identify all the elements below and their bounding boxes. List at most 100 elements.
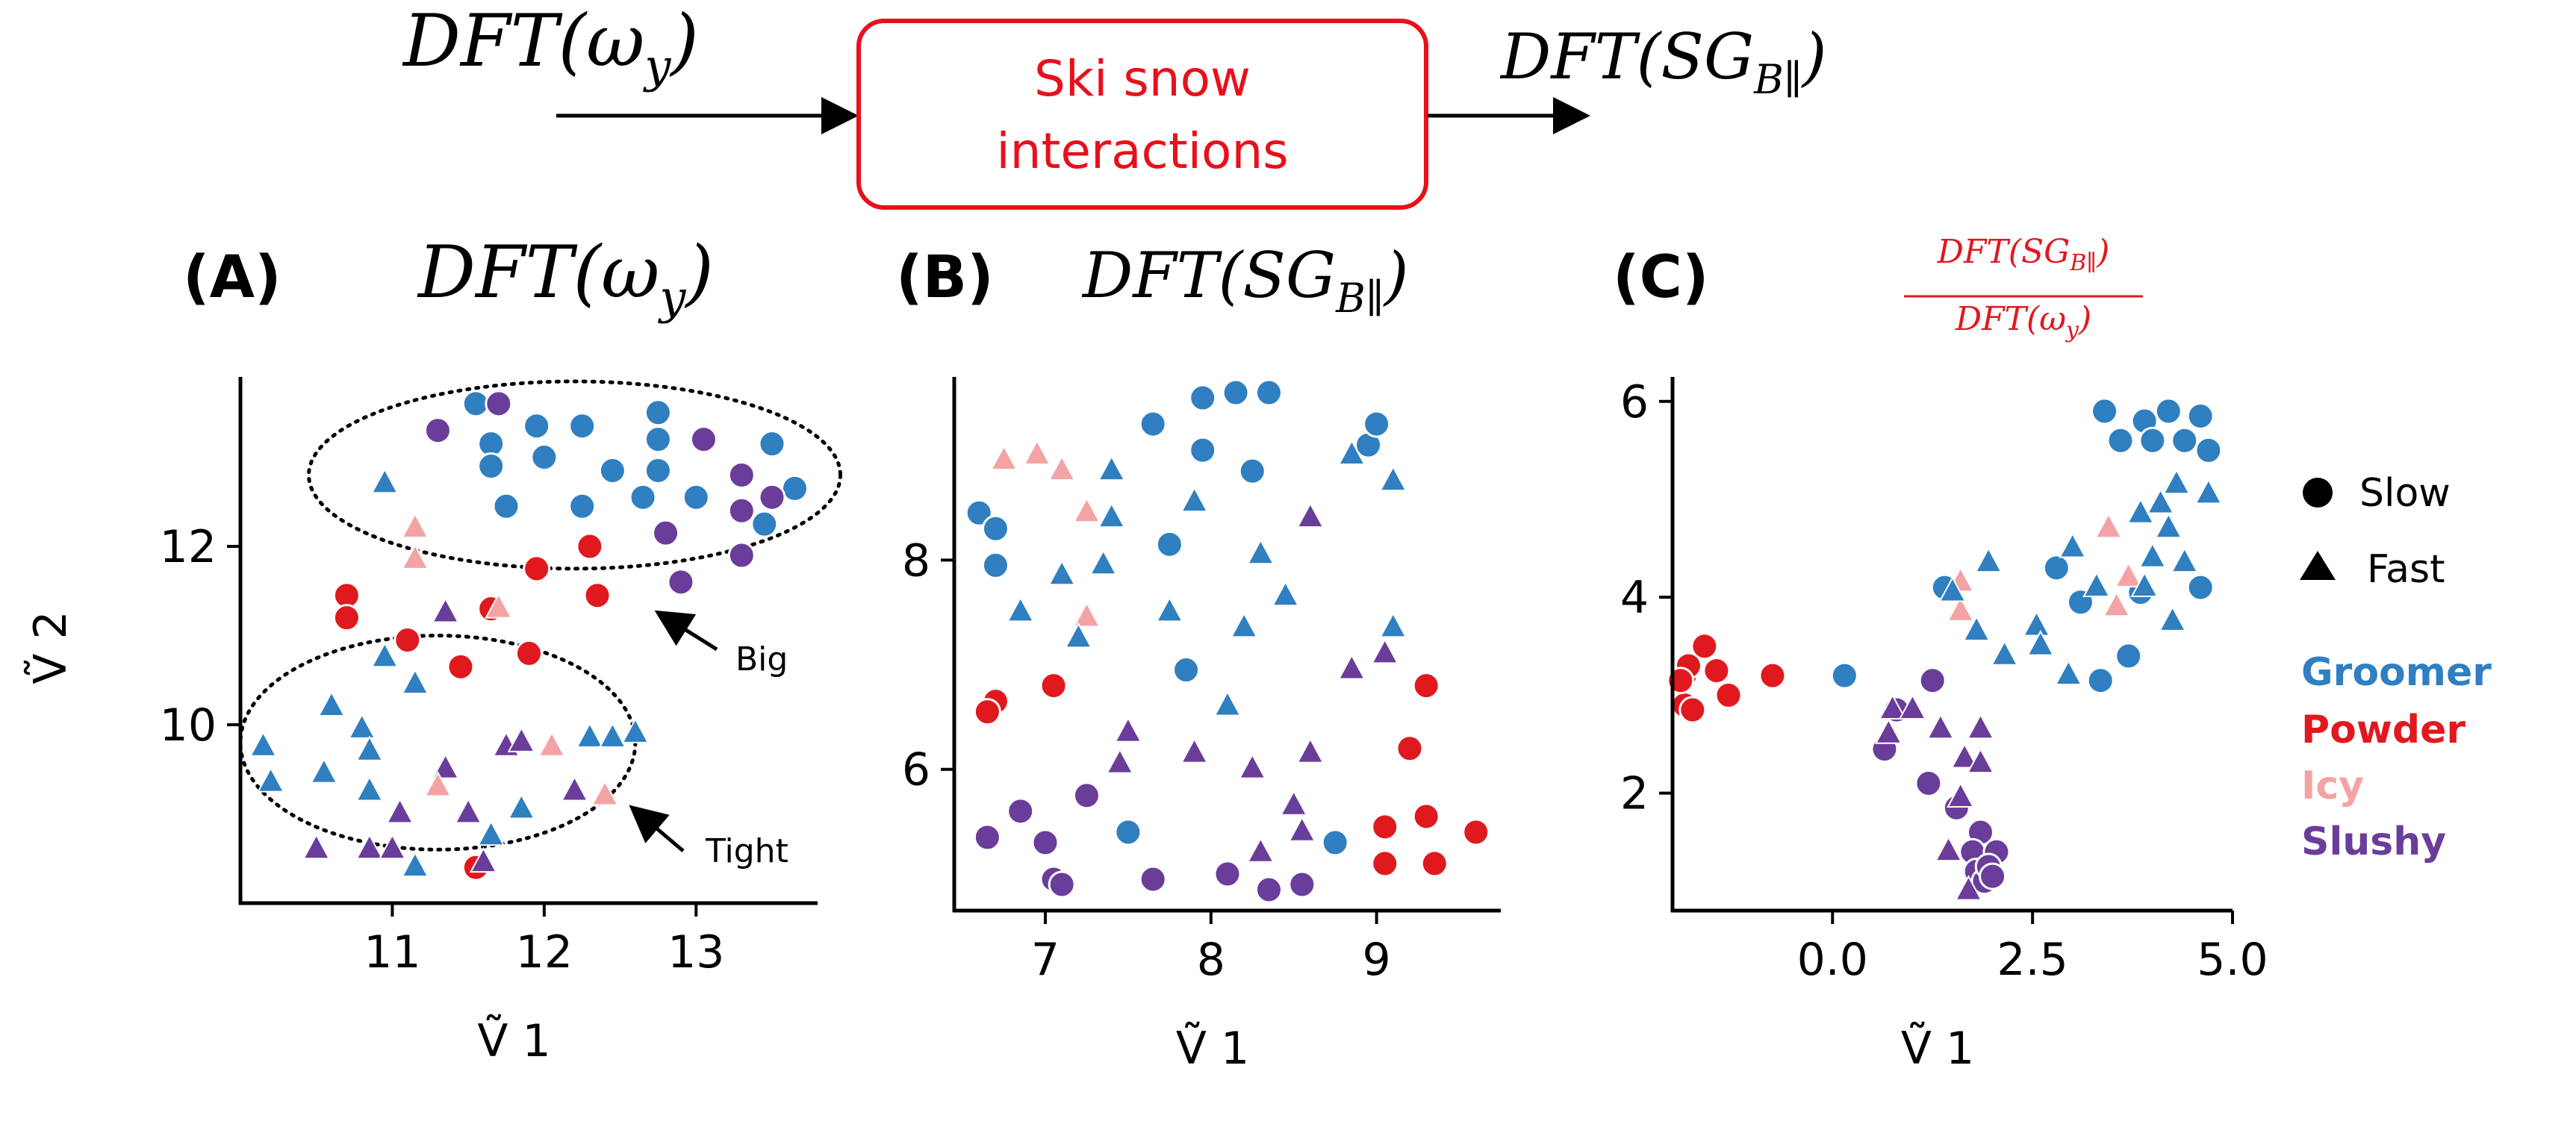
point-icy-fast (1072, 601, 1101, 628)
point-powder-slow (576, 532, 604, 561)
x-tick-label: 7 (1031, 934, 1060, 986)
point-icy-fast (401, 512, 429, 539)
panel-c-title: DFT(SGB∥) DFT(ωy) (1904, 233, 2143, 343)
point-groomer-fast (2026, 630, 2055, 656)
point-groomer-fast (576, 722, 604, 748)
point-groomer-slow (2138, 426, 2167, 455)
point-icy-fast (2115, 561, 2143, 587)
point-powder-slow (332, 604, 361, 632)
point-powder-slow (1039, 672, 1068, 700)
point-slushy-fast (1296, 737, 1325, 764)
point-groomer-fast (401, 851, 429, 878)
point-powder-slow (523, 555, 551, 583)
point-groomer-slow (1189, 436, 1217, 464)
point-groomer-slow (2086, 667, 2115, 695)
plot-a: 11 12 13 10 12 Ṽ 1 Ṽ 2 (24, 377, 843, 1067)
point-groomer-fast (1007, 596, 1035, 622)
point-groomer-slow (965, 499, 993, 527)
point-slushy-slow (1254, 876, 1283, 904)
point-groomer-fast (2130, 571, 2159, 597)
point-slushy-fast (1337, 653, 1366, 680)
point-powder-slow (447, 652, 475, 681)
point-groomer-slow (1139, 410, 1167, 438)
point-groomer-fast (621, 717, 650, 743)
point-groomer-fast (2158, 605, 2187, 631)
point-slushy-slow (485, 390, 513, 418)
point-groomer-fast (1246, 538, 1275, 565)
point-groomer-slow (568, 412, 597, 440)
point-slushy-fast (355, 833, 384, 860)
point-groomer-fast (1379, 611, 1407, 638)
point-slushy-fast (1288, 816, 1316, 842)
point-powder-slow (1412, 672, 1440, 700)
point-slushy-slow (1213, 860, 1242, 888)
point-slushy-slow (1031, 828, 1060, 857)
point-groomer-slow (2042, 554, 2071, 582)
point-slushy-slow (1914, 769, 1943, 797)
point-groomer-slow (758, 430, 786, 458)
point-groomer-fast (1230, 611, 1258, 638)
point-groomer-fast (1962, 615, 1991, 642)
point-powder-slow (1412, 802, 1440, 831)
point-powder-slow (583, 581, 612, 610)
point-powder-slow (1702, 657, 1731, 685)
point-groomer-fast (1064, 622, 1093, 649)
ellipse-tight (238, 634, 638, 852)
point-groomer-fast (2171, 546, 2199, 573)
point-slushy-slow (727, 541, 756, 570)
annotation-tight: Tight (629, 805, 788, 870)
y-tick-label: 6 (1620, 376, 1649, 428)
ellipse-big (307, 379, 843, 571)
point-groomer-slow (2115, 642, 2143, 670)
panel-b-title: DFT(SGB∥) (1081, 239, 1409, 322)
panel-b-letter: (B) (896, 244, 994, 311)
point-groomer-fast (507, 793, 536, 820)
point-slushy-slow (1139, 865, 1167, 893)
point-groomer-slow (1254, 378, 1283, 407)
annotation-tight-arrow (629, 805, 685, 852)
legend-groomer: Groomer (2301, 650, 2492, 695)
point-groomer-fast (257, 767, 285, 793)
legend-fast-marker (2300, 551, 2336, 580)
point-groomer-slow (981, 551, 1009, 579)
x-tick-label: 0.0 (1797, 934, 1868, 986)
y-tick-label: 8 (902, 534, 930, 587)
y-axis-label: Ṽ 2 (24, 611, 77, 684)
point-groomer-slow (2186, 573, 2215, 602)
point-slushy-fast (1106, 748, 1134, 774)
point-icy-fast (485, 593, 513, 619)
point-groomer-slow (1321, 828, 1349, 857)
point-powder-slow (1371, 813, 1399, 841)
point-groomer-fast (310, 758, 338, 784)
point-groomer-slow (644, 456, 672, 484)
point-slushy-slow (1072, 781, 1101, 810)
point-slushy-fast (302, 833, 331, 860)
point-slushy-slow (727, 461, 756, 489)
point-slushy-fast (1878, 693, 1907, 720)
point-slushy-slow (423, 416, 452, 445)
x-axis-label: Ṽ 1 (477, 1014, 550, 1067)
x-tick-label: 12 (516, 926, 573, 979)
point-groomer-fast (249, 731, 278, 757)
point-groomer-fast (1974, 546, 2003, 573)
point-powder-slow (393, 626, 422, 654)
annotation-big-arrow (654, 610, 718, 652)
point-groomer-slow (2186, 402, 2215, 430)
point-groomer-fast (598, 722, 627, 748)
point-icy-fast (1947, 596, 1975, 622)
point-icy-fast (401, 543, 429, 570)
point-slushy-fast (1926, 713, 1955, 740)
point-groomer-slow (750, 510, 779, 538)
point-slushy-fast (454, 797, 482, 824)
point-powder-slow (1396, 734, 1424, 763)
point-groomer-slow (981, 514, 1009, 543)
point-slushy-slow (1288, 870, 1316, 899)
point-groomer-slow (1114, 818, 1142, 846)
point-powder-slow (1420, 849, 1449, 878)
y-tick-label: 6 (902, 744, 930, 796)
point-slushy-fast (1114, 717, 1142, 743)
panel-c-title-denominator: DFT(ωy) (1955, 300, 2091, 343)
legend-powder: Powder (2301, 708, 2465, 752)
point-groomer-fast (348, 713, 376, 739)
